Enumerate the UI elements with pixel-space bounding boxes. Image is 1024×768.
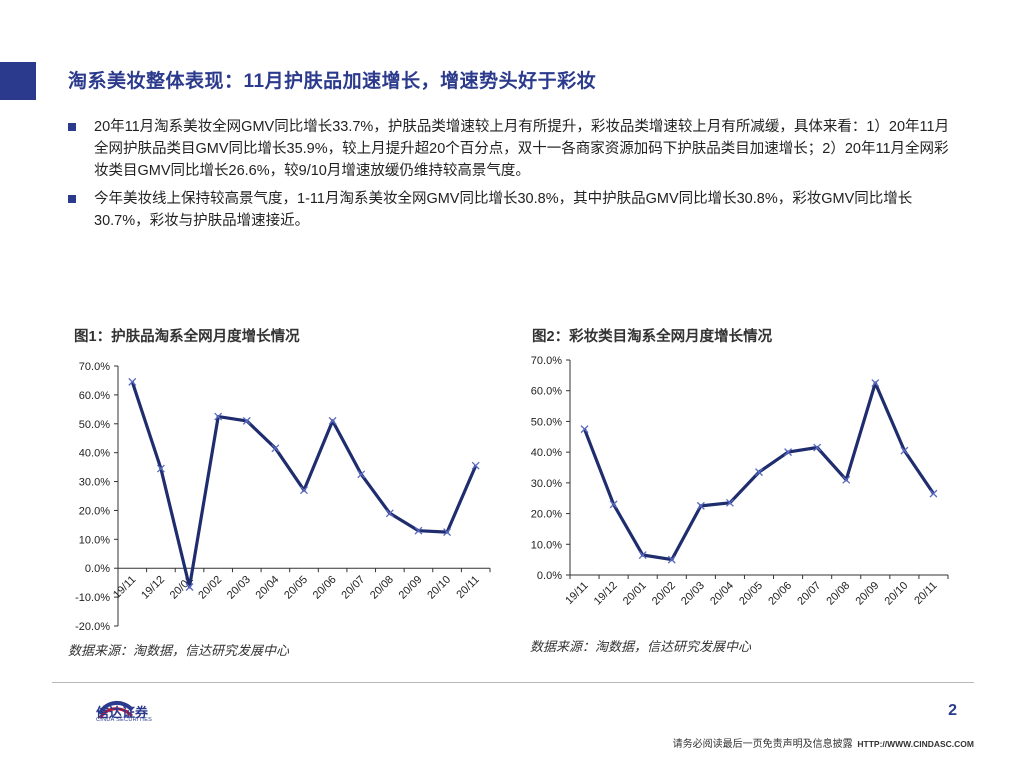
y-tick-label: 10.0% bbox=[79, 534, 110, 546]
y-tick-label: 70.0% bbox=[79, 361, 110, 373]
y-tick-label: 70.0% bbox=[531, 355, 562, 367]
chart1-source: 数据来源：淘数据，信达研究发展中心 bbox=[68, 643, 290, 658]
y-tick-label: 20.0% bbox=[79, 505, 110, 517]
x-tick-label: 20/04 bbox=[708, 580, 736, 608]
y-tick-label: 60.0% bbox=[79, 390, 110, 402]
data-point-marker bbox=[185, 583, 194, 591]
x-tick-label: 20/07 bbox=[339, 574, 367, 602]
data-point-marker bbox=[871, 379, 880, 387]
data-point-marker bbox=[242, 416, 251, 425]
x-tick-label: 20/06 bbox=[766, 580, 794, 608]
data-point-marker bbox=[755, 468, 763, 477]
x-tick-label: 20/11 bbox=[912, 580, 939, 607]
x-tick-label: 20/08 bbox=[824, 580, 852, 608]
bullet-text: 今年美妆线上保持较高景气度，1-11月淘系美妆全网GMV同比增长30.8%，其中… bbox=[94, 191, 913, 229]
chart2-title: 图2：彩妆类目淘系全网月度增长情况 bbox=[532, 329, 773, 345]
y-tick-label: 50.0% bbox=[79, 419, 110, 431]
y-tick-label: -10.0% bbox=[75, 592, 110, 604]
data-point-marker bbox=[471, 461, 480, 470]
chart2-source: 数据来源：淘数据，信达研究发展中心 bbox=[530, 639, 752, 654]
y-tick-label: 30.0% bbox=[79, 477, 110, 489]
data-point-marker bbox=[784, 448, 793, 457]
x-tick-label: 20/10 bbox=[883, 580, 911, 608]
cinda-logo-icon bbox=[98, 701, 134, 719]
data-point-marker bbox=[414, 526, 423, 535]
logo-text-en: CINDA SECURITIES bbox=[96, 717, 153, 723]
x-tick-label: 19/11 bbox=[563, 580, 590, 607]
data-point-marker bbox=[638, 551, 647, 559]
data-point-marker bbox=[443, 528, 452, 537]
x-tick-label: 20/09 bbox=[853, 580, 881, 608]
data-point-marker bbox=[667, 555, 676, 564]
x-tick-label: 19/12 bbox=[592, 580, 620, 608]
data-point-marker bbox=[128, 377, 137, 386]
chart1-skincare-growth: -20.0% -10.0% 0.0% 10.0% 20.0% 30.0% 40.0% 50.0… bbox=[75, 361, 491, 633]
x-tick-label: 20/05 bbox=[282, 574, 310, 602]
data-point-marker bbox=[328, 416, 337, 425]
page-title: 淘系美妆整体表现：11月护肤品加速增长，增速势头好于彩妆 bbox=[68, 71, 597, 92]
bullet-list: 20年11月淘系美妆全网GMV同比增长33.7%，护肤品类增速较上月有所提升，彩… bbox=[68, 116, 958, 238]
data-point-marker bbox=[357, 470, 366, 479]
y-tick-label: 0.0% bbox=[537, 570, 562, 582]
y-tick-label: 0.0% bbox=[85, 563, 110, 575]
x-tick-label: 20/10 bbox=[425, 574, 453, 602]
x-tick-label: 20/02 bbox=[650, 580, 678, 608]
data-point-marker bbox=[580, 425, 589, 434]
x-tick-label: 20/01 bbox=[621, 580, 649, 608]
data-point-marker bbox=[842, 475, 851, 484]
bullet-item: 今年美妆线上保持较高景气度，1-11月淘系美妆全网GMV同比增长30.8%，其中… bbox=[68, 188, 958, 232]
data-point-marker bbox=[900, 446, 909, 455]
series-line bbox=[130, 381, 478, 589]
x-tick-label: 20/04 bbox=[254, 574, 282, 602]
data-point-marker bbox=[385, 509, 394, 518]
x-tick-label: 20/03 bbox=[225, 574, 253, 602]
bullet-text: 20年11月淘系美妆全网GMV同比增长33.7%，护肤品类增速较上月有所提升，彩… bbox=[94, 119, 950, 179]
y-tick-label: 60.0% bbox=[531, 386, 562, 398]
x-tick-label: 20/05 bbox=[737, 580, 765, 608]
x-tick-label: 20/07 bbox=[795, 580, 823, 608]
x-tick-label: 20/09 bbox=[397, 574, 425, 602]
x-tick-label: 20/08 bbox=[368, 574, 396, 602]
footer-divider bbox=[52, 682, 974, 683]
x-tick-label: 19/11 bbox=[111, 574, 138, 601]
disclaimer-text: 请务必阅读最后一页免责声明及信息披露 bbox=[672, 739, 853, 750]
data-point-marker bbox=[725, 498, 734, 507]
x-tick-label: 19/12 bbox=[139, 574, 167, 602]
bullet-square-icon bbox=[68, 195, 76, 203]
x-tick-label: 20/06 bbox=[311, 574, 339, 602]
y-tick-label: 40.0% bbox=[531, 447, 562, 459]
chart1-title: 图1：护肤品淘系全网月度增长情况 bbox=[74, 329, 300, 345]
x-tick-label: 20/03 bbox=[679, 580, 707, 608]
bullet-square-icon bbox=[68, 123, 76, 131]
y-tick-label: 20.0% bbox=[531, 509, 562, 521]
bullet-item: 20年11月淘系美妆全网GMV同比增长33.7%，护肤品类增速较上月有所提升，彩… bbox=[68, 116, 958, 182]
data-point-marker bbox=[929, 489, 938, 498]
y-tick-label: 30.0% bbox=[531, 478, 562, 490]
footer-disclaimer: 请务必阅读最后一页免责声明及信息披露 HTTP://WWW.CINDASC.CO… bbox=[673, 735, 974, 750]
data-point-marker bbox=[609, 500, 618, 509]
data-point-marker bbox=[696, 501, 705, 510]
x-tick-label: 20/02 bbox=[196, 574, 224, 602]
y-tick-label: 10.0% bbox=[531, 539, 562, 551]
data-point-marker bbox=[214, 412, 223, 421]
page-number: 2 bbox=[948, 702, 957, 719]
data-point-marker bbox=[300, 486, 308, 495]
x-tick-label: 20/11 bbox=[454, 574, 481, 601]
data-point-marker bbox=[156, 464, 165, 473]
y-tick-label: -20.0% bbox=[75, 621, 110, 633]
data-point-marker bbox=[271, 444, 280, 453]
title-accent-bar bbox=[0, 62, 36, 100]
footer-url-link[interactable]: HTTP://WWW.CINDASC.COM bbox=[857, 739, 974, 749]
logo-text-cn: 信达证券 bbox=[96, 705, 149, 720]
chart2-makeup-growth: 0.0% 10.0% 20.0% 30.0% 40.0% 50.0% 60.0% 70.0% 1… bbox=[531, 355, 949, 608]
y-tick-label: 50.0% bbox=[531, 416, 562, 428]
data-point-marker bbox=[813, 443, 822, 452]
y-tick-label: 40.0% bbox=[79, 448, 110, 460]
